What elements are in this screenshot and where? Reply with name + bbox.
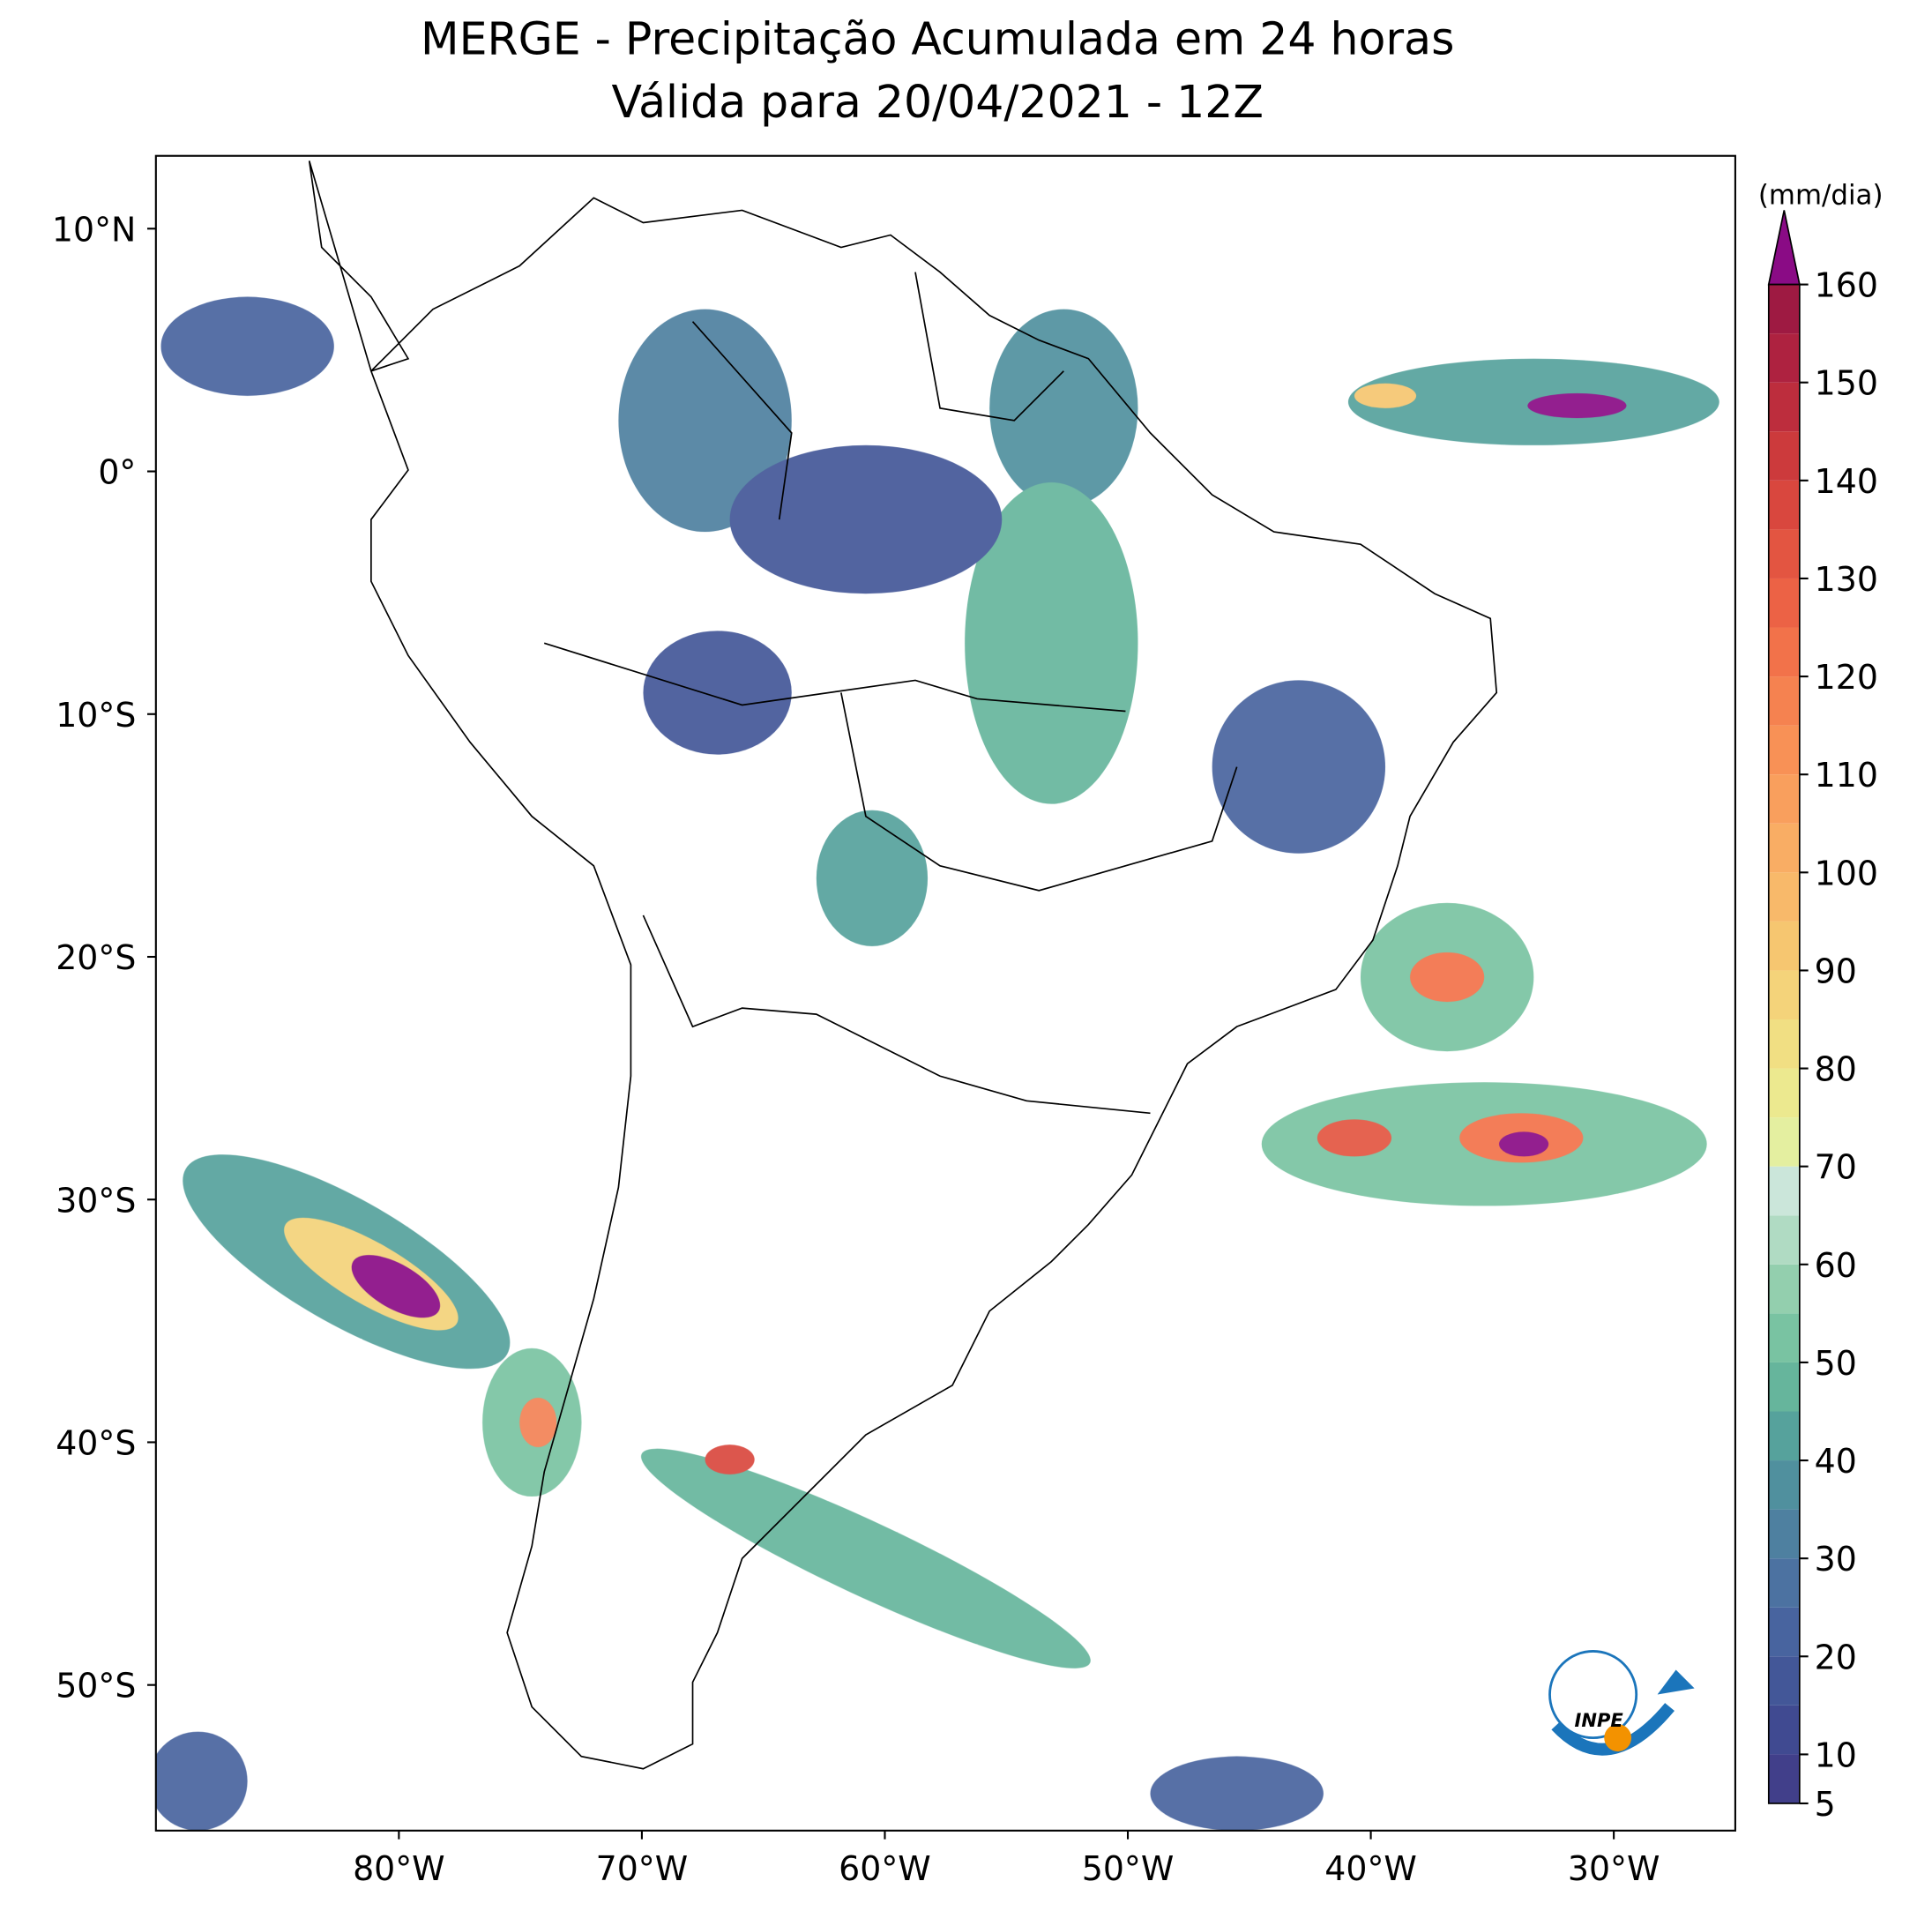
- colorbar-bin: [1768, 382, 1800, 432]
- colorbar-tick-label: 130: [1815, 560, 1878, 599]
- colorbar-tick-label: 30: [1815, 1540, 1857, 1579]
- x-tick-label: 60°W: [839, 1849, 931, 1888]
- y-tick-label: 10°N: [52, 210, 136, 249]
- colorbar-bin: [1768, 725, 1800, 775]
- colorbar-tick-label: 10: [1815, 1736, 1857, 1774]
- x-tick-label: 40°W: [1324, 1849, 1417, 1888]
- colorbar-extend: [1767, 210, 1801, 286]
- colorbar-bin: [1768, 872, 1800, 922]
- colorbar-bin: [1768, 1264, 1800, 1314]
- colorbar-tick-label: 120: [1815, 658, 1878, 697]
- colorbar-bin: [1768, 1656, 1800, 1706]
- colorbar-tick-label: 100: [1815, 854, 1878, 892]
- y-tick-label: 40°S: [56, 1423, 136, 1462]
- y-tick-label: 0°: [98, 453, 136, 492]
- colorbar-bin: [1768, 1068, 1800, 1118]
- inpe-logo: INPE: [1548, 1650, 1695, 1756]
- colorbar-tick-label: 140: [1815, 462, 1878, 501]
- colorbar-frame: [1767, 283, 1801, 1804]
- colorbar-bin: [1768, 1362, 1800, 1412]
- colorbar-bin: [1768, 1705, 1800, 1755]
- colorbar-tick-label: 40: [1815, 1442, 1857, 1481]
- colorbar-bin: [1768, 1019, 1800, 1069]
- y-tick-label: 10°S: [56, 696, 136, 735]
- colorbar-bin: [1768, 431, 1800, 481]
- colorbar-bin: [1768, 1558, 1800, 1608]
- colorbar-bin: [1768, 627, 1800, 677]
- colorbar-tick-label: 150: [1815, 364, 1878, 403]
- title: MERGE - Precipitação Acumulada em 24 hor…: [421, 13, 1454, 65]
- colorbar-bin: [1768, 1607, 1800, 1657]
- colorbar-bin: [1768, 1460, 1800, 1510]
- colorbar-bin: [1768, 1313, 1800, 1362]
- colorbar-tick-label: 160: [1815, 266, 1878, 305]
- x-tick-label: 50°W: [1082, 1849, 1175, 1888]
- colorbar-bin: [1768, 1509, 1800, 1559]
- colorbar-unit: (mm/dia): [1758, 179, 1884, 211]
- map-frame: [154, 154, 1736, 1832]
- colorbar-bin: [1768, 578, 1800, 628]
- colorbar-bin: [1768, 1117, 1800, 1167]
- colorbar-bin: [1768, 1166, 1800, 1216]
- colorbar-tick-label: 5: [1815, 1785, 1836, 1824]
- colorbar-tick-label: 70: [1815, 1148, 1857, 1187]
- colorbar-bin: [1768, 480, 1800, 530]
- y-tick-label: 50°S: [56, 1667, 136, 1706]
- x-tick-label: 80°W: [353, 1849, 445, 1888]
- colorbar-tick-label: 20: [1815, 1638, 1857, 1676]
- colorbar-bin: [1768, 1411, 1800, 1461]
- colorbar-tick-label: 60: [1815, 1246, 1857, 1285]
- colorbar-tick-label: 80: [1815, 1050, 1857, 1089]
- colorbar-bin: [1768, 1754, 1800, 1803]
- colorbar-bin: [1768, 1215, 1800, 1265]
- colorbar-tick-label: 90: [1815, 952, 1857, 990]
- precip-fields: [155, 296, 1719, 1831]
- colorbar-bin: [1768, 970, 1800, 1020]
- colorbar-bin: [1768, 921, 1800, 971]
- x-tick-label: 70°W: [596, 1849, 689, 1888]
- colorbar-bin: [1768, 333, 1800, 383]
- y-tick-label: 20°S: [56, 938, 136, 977]
- colorbar-bin: [1768, 676, 1800, 726]
- colorbar-tick-label: 110: [1815, 756, 1878, 795]
- colorbar-bin: [1768, 823, 1800, 873]
- colorbar-bin: [1768, 284, 1800, 334]
- subtitle: Válida para 20/04/2021 - 12Z: [612, 76, 1264, 128]
- colorbar-tick-label: 50: [1815, 1344, 1857, 1383]
- x-tick-label: 30°W: [1568, 1849, 1660, 1888]
- logo-text: INPE: [1575, 1709, 1624, 1731]
- coastline: [308, 160, 1498, 1770]
- colorbar-bin: [1768, 774, 1800, 824]
- y-tick-label: 30°S: [56, 1181, 136, 1220]
- colorbar-bin: [1768, 529, 1800, 579]
